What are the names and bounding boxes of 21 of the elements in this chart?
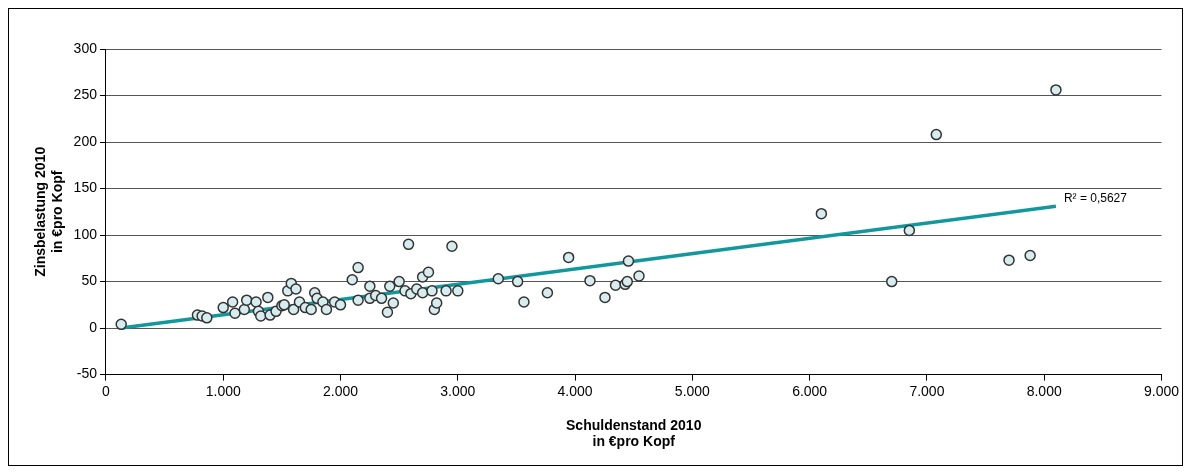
y-tick-label: 250 <box>73 86 98 103</box>
y-tick-label: 100 <box>73 225 98 242</box>
x-tick-label: 7.000 <box>909 382 945 399</box>
x-tick-label: 3.000 <box>440 382 476 399</box>
y-tick-label: 200 <box>73 132 98 149</box>
x-axis-title: Schuldenstand 2010 in €pro Kopf <box>566 416 702 450</box>
y-tick-label: 50 <box>81 272 98 289</box>
y-tick-label: 150 <box>73 179 98 196</box>
y-tick-label: -50 <box>76 365 98 382</box>
x-tick-label: 4.000 <box>557 382 593 399</box>
annotation: R² = 0,5627 <box>1063 190 1128 205</box>
y-axis-title: Zinsbelastung 2010 in €pro Kopf <box>32 146 66 277</box>
x-tick-label: 0 <box>102 382 111 399</box>
y-tick-label: 0 <box>89 318 98 335</box>
x-tick-label: 1.000 <box>205 382 241 399</box>
x-tick-label: 2.000 <box>323 382 359 399</box>
x-tick-label: 5.000 <box>674 382 711 399</box>
x-tick-label: 8.000 <box>1026 382 1062 399</box>
y-tick-label: 300 <box>73 39 98 56</box>
x-tick-label: 9.000 <box>1143 382 1180 399</box>
x-tick-label: 6.000 <box>792 382 828 399</box>
